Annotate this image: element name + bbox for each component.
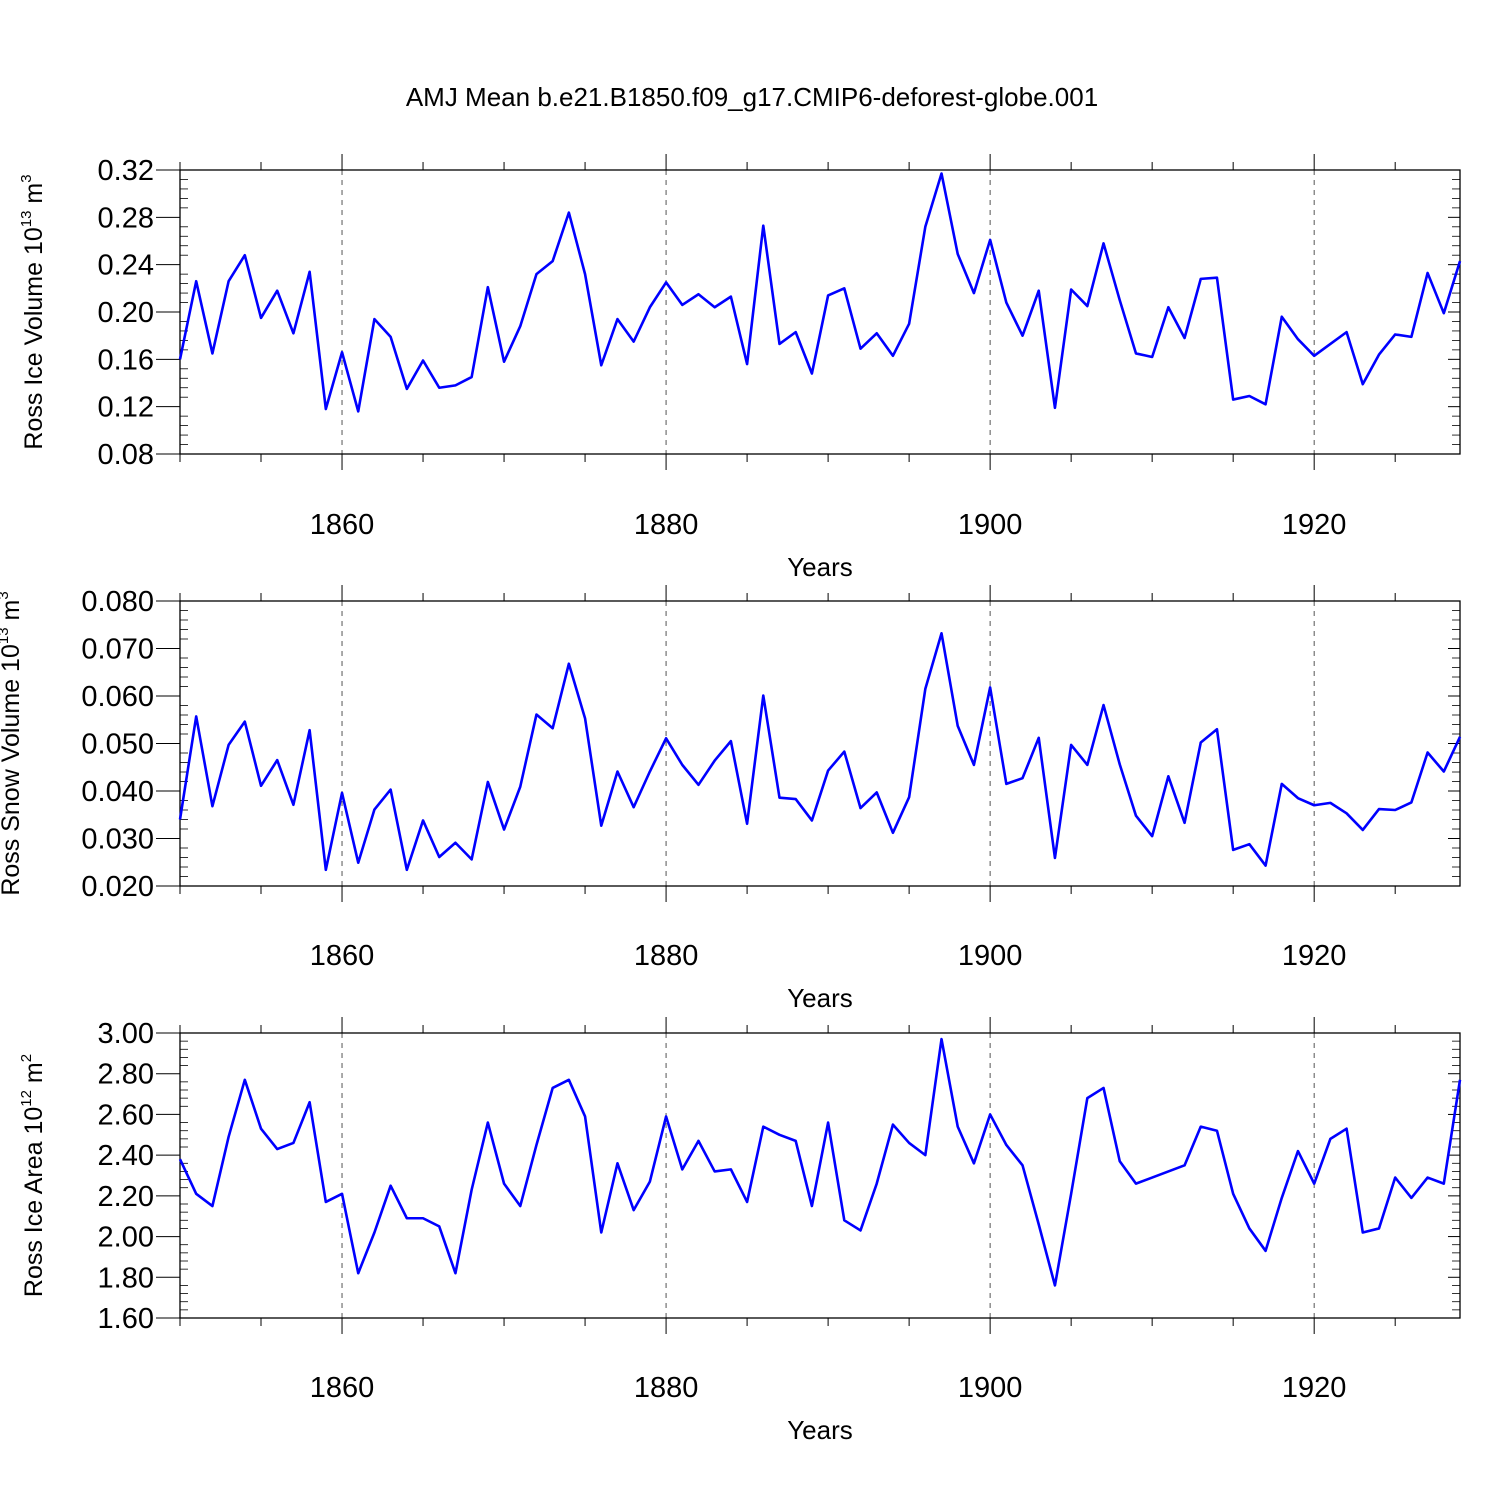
panel-2: 1860 1880 1900 1920 0.020 0.030 0.040 0.050 0.06… <box>0 585 1462 1013</box>
y-tick-label: 2.80 <box>98 1059 154 1091</box>
y-tick-label: 0.050 <box>81 729 154 761</box>
y-tick-label: 0.28 <box>98 202 154 234</box>
y-tick-label: 0.24 <box>98 250 154 282</box>
x-tick-label: 1900 <box>958 509 1023 541</box>
y-tick-label: 0.20 <box>98 297 154 329</box>
x-tick-label: 1860 <box>310 509 375 541</box>
panel-1: 1860 1880 1900 1920 0.08 0.12 0.16 0.20 0.24 0.28… <box>18 154 1462 582</box>
y-tick-label: 2.40 <box>98 1140 154 1172</box>
x-tick-label: 1880 <box>634 509 699 541</box>
x-tick-label: 1920 <box>1282 509 1347 541</box>
x-tick-label: 1860 <box>310 1372 375 1404</box>
series-line <box>178 631 1462 872</box>
y-tick-label: 2.00 <box>98 1222 154 1254</box>
series-line <box>178 172 1462 413</box>
panel-3: 1860 1880 1900 1920 1.60 1.80 2.00 2.20 2.40 2.60… <box>18 1017 1462 1445</box>
series-line <box>178 1037 1462 1287</box>
y-tick-label: 0.020 <box>81 871 154 903</box>
y-tick-label: 1.60 <box>98 1303 154 1335</box>
plot-frame <box>179 600 1461 887</box>
x-tick-label: 1880 <box>634 1372 699 1404</box>
x-tick-label: 1920 <box>1282 1372 1347 1404</box>
x-tick-label: 1920 <box>1282 940 1347 972</box>
plot-frame <box>179 169 1461 455</box>
y-tick-label: 3.00 <box>98 1018 154 1050</box>
chart-title: AMJ Mean b.e21.B1850.f09_g17.CMIP6-defor… <box>406 82 1098 112</box>
y-tick-label: 2.60 <box>98 1099 154 1131</box>
y-tick-label: 0.060 <box>81 681 154 713</box>
x-axis-title: Years <box>787 983 853 1013</box>
y-tick-label: 1.80 <box>98 1262 154 1294</box>
x-tick-label: 1900 <box>958 1372 1023 1404</box>
y-tick-label: 0.12 <box>98 392 154 424</box>
y-tick-label: 0.32 <box>98 155 154 187</box>
chart-panels: 1860 1880 1900 1920 0.08 0.12 0.16 0.20 0.24 0.28… <box>0 154 1462 1445</box>
y-tick-label: 2.20 <box>98 1181 154 1213</box>
x-tick-label: 1900 <box>958 940 1023 972</box>
y-tick-label: 0.030 <box>81 824 154 856</box>
y-tick-label: 0.070 <box>81 634 154 666</box>
y-axis-title: Ross Snow Volume 1013 m3 <box>0 591 25 895</box>
y-tick-label: 0.08 <box>98 439 154 471</box>
x-axis-title: Years <box>787 1415 853 1445</box>
x-axis-title: Years <box>787 552 853 582</box>
y-tick-label: 0.040 <box>81 776 154 808</box>
plot-frame <box>179 1032 1461 1319</box>
x-tick-label: 1860 <box>310 940 375 972</box>
y-axis-title: Ross Ice Area 1012 m2 <box>18 1054 48 1297</box>
y-tick-label: 0.16 <box>98 344 154 376</box>
y-axis-title: Ross Ice Volume 1013 m3 <box>18 174 48 449</box>
x-tick-label: 1880 <box>634 940 699 972</box>
y-tick-label: 0.080 <box>81 586 154 618</box>
